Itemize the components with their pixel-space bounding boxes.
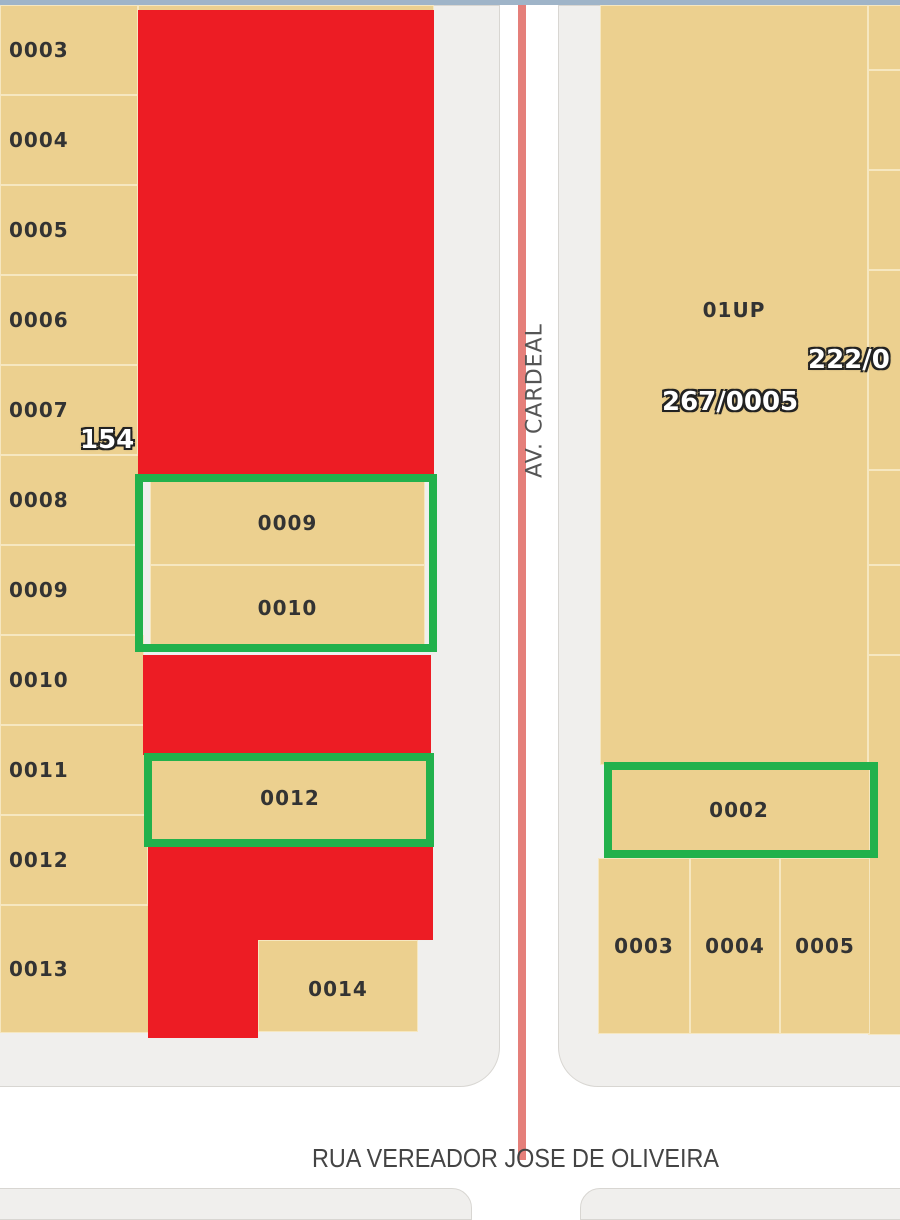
green-marked-outline: [144, 753, 434, 847]
parcel[interactable]: 0005: [780, 858, 870, 1034]
street-label-vertical: AV. CARDEAL: [522, 323, 548, 478]
parcel[interactable]: 0013: [0, 905, 150, 1033]
parcel-label: 01UP: [702, 298, 766, 322]
parcel[interactable]: 01UP: [600, 5, 868, 765]
registry-label: 222/0: [808, 345, 890, 375]
parcel[interactable]: 0004: [690, 858, 780, 1034]
parcel[interactable]: 0014: [258, 940, 418, 1032]
parcel[interactable]: 0009: [150, 480, 425, 565]
registry-label: 267/0005: [662, 387, 799, 417]
parcel[interactable]: 0006: [0, 275, 138, 365]
top-border: [0, 0, 900, 5]
registry-label: 154: [80, 425, 135, 455]
red-marked-area: [138, 10, 434, 475]
parcel: [868, 270, 900, 470]
parcel: [868, 5, 900, 70]
parcel: [868, 470, 900, 565]
city-block-bottom-right: [580, 1188, 900, 1220]
parcel[interactable]: 0009: [0, 545, 140, 635]
green-marked-outline: [604, 762, 878, 858]
parcel: [868, 565, 900, 655]
parcel[interactable]: 0003: [0, 5, 138, 95]
parcel[interactable]: 0011: [0, 725, 146, 815]
parcel[interactable]: 0004: [0, 95, 138, 185]
parcel[interactable]: 0005: [0, 185, 138, 275]
red-marked-area: [148, 938, 258, 1038]
parcel[interactable]: 0007: [0, 365, 138, 455]
red-marked-area: [143, 655, 431, 755]
red-marked-area: [148, 845, 433, 940]
parcel[interactable]: 0010: [0, 635, 144, 725]
street-label-horizontal: RUA VEREADOR JOSE DE OLIVEIRA: [312, 1143, 720, 1173]
parcel[interactable]: 0010: [150, 565, 425, 650]
green-marked-outline: [135, 474, 437, 652]
city-block-bottom-left: [0, 1188, 472, 1220]
parcel[interactable]: 0012: [0, 815, 148, 905]
parcel[interactable]: 0003: [598, 858, 690, 1034]
parcel[interactable]: 0002: [608, 767, 870, 853]
parcel[interactable]: 0008: [0, 455, 140, 545]
parcel: [868, 70, 900, 170]
parcel: [868, 170, 900, 270]
street-centerline: [518, 5, 526, 1160]
